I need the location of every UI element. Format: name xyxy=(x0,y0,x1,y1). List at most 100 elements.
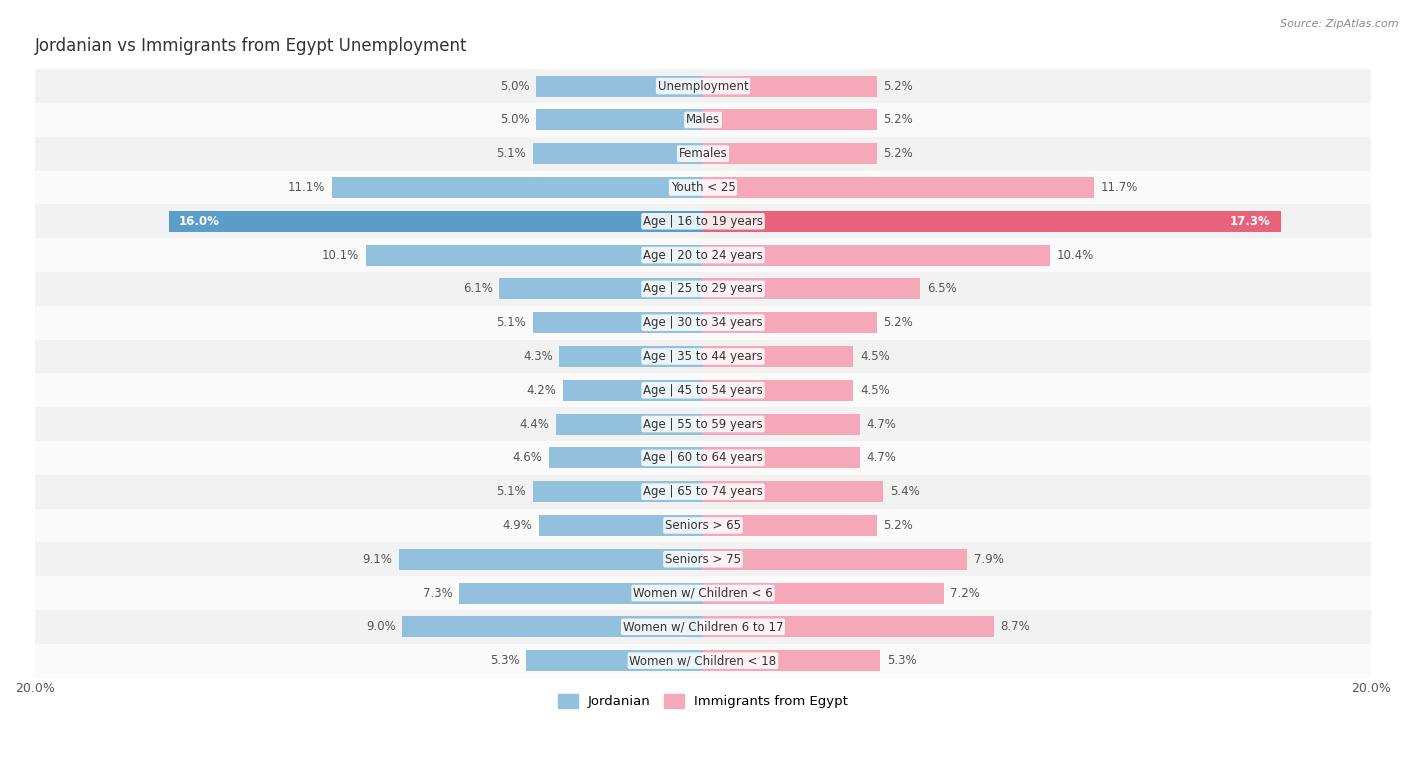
Bar xyxy=(35,137,1371,170)
Bar xyxy=(703,76,877,97)
Text: Women w/ Children < 18: Women w/ Children < 18 xyxy=(630,654,776,667)
Bar xyxy=(402,616,703,637)
Text: 5.0%: 5.0% xyxy=(499,114,529,126)
Text: 4.9%: 4.9% xyxy=(503,519,533,532)
Text: Males: Males xyxy=(686,114,720,126)
Text: Age | 30 to 34 years: Age | 30 to 34 years xyxy=(643,316,763,329)
Text: 4.7%: 4.7% xyxy=(866,418,897,431)
Text: 17.3%: 17.3% xyxy=(1230,215,1271,228)
Text: 5.1%: 5.1% xyxy=(496,147,526,160)
Text: Age | 20 to 24 years: Age | 20 to 24 years xyxy=(643,248,763,262)
Text: Jordanian vs Immigrants from Egypt Unemployment: Jordanian vs Immigrants from Egypt Unemp… xyxy=(35,37,467,55)
Text: 11.7%: 11.7% xyxy=(1101,181,1137,194)
Legend: Jordanian, Immigrants from Egypt: Jordanian, Immigrants from Egypt xyxy=(553,689,853,714)
Bar xyxy=(35,204,1371,238)
Bar xyxy=(703,515,877,536)
Bar xyxy=(560,346,703,367)
Text: 6.5%: 6.5% xyxy=(927,282,956,295)
Bar xyxy=(499,279,703,299)
Text: Age | 35 to 44 years: Age | 35 to 44 years xyxy=(643,350,763,363)
Bar xyxy=(703,110,877,130)
Bar xyxy=(536,76,703,97)
Text: 4.3%: 4.3% xyxy=(523,350,553,363)
Text: 5.1%: 5.1% xyxy=(496,316,526,329)
Text: 7.9%: 7.9% xyxy=(973,553,1004,565)
Text: 16.0%: 16.0% xyxy=(179,215,219,228)
Text: Source: ZipAtlas.com: Source: ZipAtlas.com xyxy=(1281,19,1399,29)
Bar xyxy=(35,373,1371,407)
Text: 4.4%: 4.4% xyxy=(519,418,550,431)
Bar xyxy=(332,177,703,198)
Bar xyxy=(35,542,1371,576)
Text: 8.7%: 8.7% xyxy=(1000,620,1031,634)
Text: Seniors > 75: Seniors > 75 xyxy=(665,553,741,565)
Bar xyxy=(35,103,1371,137)
Text: 5.2%: 5.2% xyxy=(883,147,912,160)
Text: 4.6%: 4.6% xyxy=(513,451,543,464)
Bar xyxy=(703,447,860,469)
Bar xyxy=(703,245,1050,266)
Text: Seniors > 65: Seniors > 65 xyxy=(665,519,741,532)
Text: 5.4%: 5.4% xyxy=(890,485,920,498)
Bar xyxy=(703,210,1281,232)
Bar xyxy=(562,380,703,400)
Bar xyxy=(540,515,703,536)
Bar xyxy=(35,170,1371,204)
Bar xyxy=(35,407,1371,441)
Bar xyxy=(555,413,703,435)
Text: 5.2%: 5.2% xyxy=(883,79,912,92)
Bar xyxy=(703,312,877,333)
Bar xyxy=(703,279,920,299)
Text: 5.2%: 5.2% xyxy=(883,519,912,532)
Bar xyxy=(703,346,853,367)
Text: Women w/ Children < 6: Women w/ Children < 6 xyxy=(633,587,773,600)
Bar xyxy=(703,380,853,400)
Bar xyxy=(703,143,877,164)
Text: 5.0%: 5.0% xyxy=(499,79,529,92)
Text: Age | 45 to 54 years: Age | 45 to 54 years xyxy=(643,384,763,397)
Bar xyxy=(35,509,1371,542)
Bar xyxy=(35,306,1371,340)
Text: Women w/ Children 6 to 17: Women w/ Children 6 to 17 xyxy=(623,620,783,634)
Bar xyxy=(536,110,703,130)
Bar xyxy=(35,238,1371,272)
Text: 10.1%: 10.1% xyxy=(322,248,359,262)
Text: 6.1%: 6.1% xyxy=(463,282,492,295)
Bar xyxy=(35,272,1371,306)
Text: Age | 65 to 74 years: Age | 65 to 74 years xyxy=(643,485,763,498)
Bar xyxy=(35,340,1371,373)
Text: Age | 16 to 19 years: Age | 16 to 19 years xyxy=(643,215,763,228)
Bar xyxy=(533,312,703,333)
Text: 4.5%: 4.5% xyxy=(860,384,890,397)
Bar xyxy=(703,177,1094,198)
Text: Youth < 25: Youth < 25 xyxy=(671,181,735,194)
Bar xyxy=(35,441,1371,475)
Bar xyxy=(35,576,1371,610)
Bar xyxy=(35,475,1371,509)
Bar xyxy=(399,549,703,570)
Text: 9.1%: 9.1% xyxy=(363,553,392,565)
Bar xyxy=(703,616,994,637)
Text: Age | 55 to 59 years: Age | 55 to 59 years xyxy=(643,418,763,431)
Bar xyxy=(550,447,703,469)
Bar xyxy=(460,583,703,603)
Bar xyxy=(703,549,967,570)
Text: Age | 25 to 29 years: Age | 25 to 29 years xyxy=(643,282,763,295)
Text: 5.3%: 5.3% xyxy=(489,654,519,667)
Text: 5.1%: 5.1% xyxy=(496,485,526,498)
Bar xyxy=(366,245,703,266)
Bar xyxy=(533,143,703,164)
Text: 4.7%: 4.7% xyxy=(866,451,897,464)
Bar xyxy=(35,643,1371,678)
Bar xyxy=(526,650,703,671)
Bar xyxy=(35,610,1371,643)
Text: 9.0%: 9.0% xyxy=(366,620,395,634)
Text: 5.3%: 5.3% xyxy=(887,654,917,667)
Text: 10.4%: 10.4% xyxy=(1057,248,1094,262)
Bar xyxy=(703,650,880,671)
Bar xyxy=(703,481,883,502)
Text: 4.5%: 4.5% xyxy=(860,350,890,363)
Text: 7.2%: 7.2% xyxy=(950,587,980,600)
Bar xyxy=(35,69,1371,103)
Text: 5.2%: 5.2% xyxy=(883,114,912,126)
